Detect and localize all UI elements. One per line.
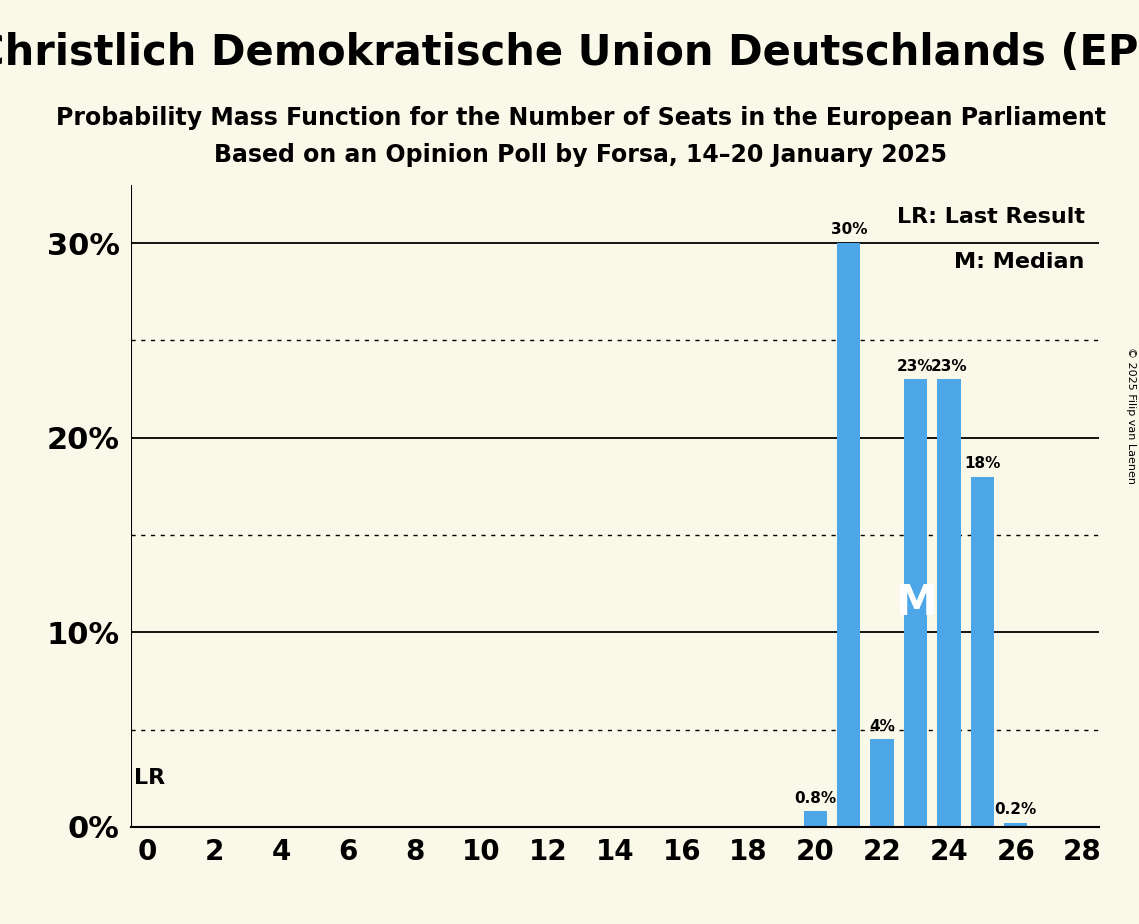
- Text: Probability Mass Function for the Number of Seats in the European Parliament: Probability Mass Function for the Number…: [56, 106, 1106, 130]
- Text: 30%: 30%: [830, 223, 867, 237]
- Text: 0.8%: 0.8%: [794, 791, 836, 806]
- Text: M: Median: M: Median: [954, 252, 1084, 273]
- Text: Based on an Opinion Poll by Forsa, 14–20 January 2025: Based on an Opinion Poll by Forsa, 14–20…: [214, 143, 948, 167]
- Bar: [870, 739, 894, 827]
- Text: LR: LR: [134, 769, 165, 788]
- Text: Christlich Demokratische Union Deutschlands (EPP): Christlich Demokratische Union Deutschla…: [0, 32, 1139, 74]
- Text: LR: Last Result: LR: Last Result: [896, 207, 1084, 227]
- Text: 23%: 23%: [931, 359, 967, 373]
- Text: 18%: 18%: [964, 456, 1000, 471]
- Bar: [804, 811, 827, 827]
- Bar: [837, 243, 860, 827]
- Bar: [970, 477, 994, 827]
- Bar: [937, 380, 960, 827]
- Text: 0.2%: 0.2%: [994, 802, 1036, 817]
- Text: 23%: 23%: [898, 359, 934, 373]
- Text: 4%: 4%: [869, 719, 895, 734]
- Text: M: M: [895, 582, 936, 625]
- Text: © 2025 Filip van Laenen: © 2025 Filip van Laenen: [1126, 347, 1136, 484]
- Bar: [904, 380, 927, 827]
- Bar: [1003, 823, 1027, 827]
